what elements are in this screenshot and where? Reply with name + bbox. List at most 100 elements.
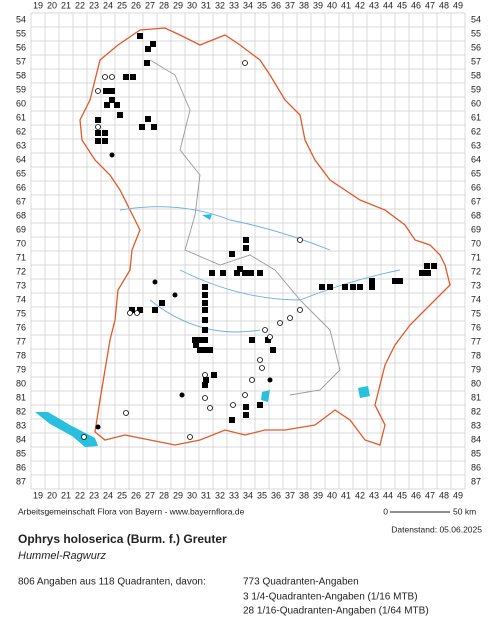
- species: Ophrys holoserica (Burm. f.) Greuter: [18, 532, 227, 546]
- column-label: 31: [201, 0, 211, 10]
- row-label: 65: [16, 168, 26, 178]
- summary: 806 Angaben aus 118 Quadranten, davon:: [18, 577, 206, 588]
- record-open-circle: [257, 357, 263, 363]
- column-label: 28: [159, 0, 169, 10]
- record-square: [139, 124, 145, 130]
- column-label: 39: [313, 490, 323, 500]
- grid: 19 19 20 20 21 21 22 22 23 23 24 24 25 25 26 26 27 27 28 28…: [16, 0, 481, 500]
- record-square: [137, 307, 143, 313]
- record-square: [229, 417, 235, 423]
- state-border: [79, 27, 451, 446]
- record-square: [319, 284, 325, 290]
- column-label: 37: [285, 0, 295, 10]
- row-label: 75: [16, 308, 26, 318]
- column-label: 33: [229, 0, 239, 10]
- column-label: 36: [271, 0, 281, 10]
- row-label: 55: [16, 28, 26, 38]
- row-label: 64: [16, 154, 26, 164]
- record-square: [103, 88, 109, 94]
- column-label: 30: [187, 0, 197, 10]
- record-square: [249, 337, 255, 343]
- row-label: 83: [16, 420, 26, 430]
- column-label: 32: [215, 0, 225, 10]
- row-label: 54: [16, 14, 26, 24]
- record-square: [95, 117, 101, 123]
- column-label: 28: [159, 490, 169, 500]
- breakdown: 3 1/4-Quadranten-Angaben (1/16 MTB): [243, 592, 418, 603]
- row-label: 55: [471, 28, 481, 38]
- column-label: 41: [341, 490, 351, 500]
- column-label: 43: [369, 490, 379, 500]
- row-label: 82: [471, 406, 481, 416]
- record-open-circle: [242, 60, 248, 66]
- record-square: [248, 270, 254, 276]
- row-label: 70: [16, 238, 26, 248]
- row-label: 72: [16, 266, 26, 276]
- column-label: 43: [369, 0, 379, 10]
- row-label: 76: [16, 322, 26, 332]
- column-label: 33: [229, 490, 239, 500]
- row-label: 74: [471, 294, 481, 304]
- record-square: [202, 284, 208, 290]
- record-dot: [179, 392, 185, 398]
- record-square: [229, 251, 235, 257]
- record-square: [202, 347, 208, 353]
- row-label: 67: [16, 196, 26, 206]
- record-square: [102, 130, 108, 136]
- record-square: [243, 404, 249, 410]
- row-label: 66: [471, 182, 481, 192]
- column-label: 21: [61, 490, 71, 500]
- column-label: 25: [117, 0, 127, 10]
- breakdown: 28 1/16-Quadranten-Angaben (1/64 MTB): [243, 606, 429, 617]
- row-label: 59: [471, 84, 481, 94]
- record-square: [197, 337, 203, 343]
- row-label: 69: [471, 224, 481, 234]
- row-label: 80: [471, 378, 481, 388]
- record-open-circle: [259, 365, 265, 371]
- record-open-circle: [267, 334, 273, 340]
- lake: [358, 386, 370, 398]
- record-open-circle: [297, 307, 303, 313]
- record-open-circle: [287, 315, 293, 321]
- record-square: [202, 300, 208, 306]
- record-square: [327, 284, 333, 290]
- column-label: 26: [131, 0, 141, 10]
- column-label: 32: [215, 490, 225, 500]
- record-square: [243, 237, 249, 243]
- column-label: 29: [173, 0, 183, 10]
- column-label: 44: [383, 0, 393, 10]
- record-open-circle: [249, 377, 255, 383]
- record-square: [109, 97, 115, 103]
- row-label: 79: [16, 364, 26, 374]
- column-label: 23: [89, 490, 99, 500]
- row-label: 74: [16, 294, 26, 304]
- record-dot: [95, 424, 101, 430]
- column-label: 48: [439, 0, 449, 10]
- row-label: 67: [471, 196, 481, 206]
- record-square: [197, 347, 203, 353]
- record-open-circle: [102, 74, 108, 80]
- record-open-circle: [95, 124, 101, 130]
- column-label: 22: [75, 490, 85, 500]
- record-square: [369, 284, 375, 290]
- row-label: 71: [16, 252, 26, 262]
- record-square: [203, 377, 209, 383]
- record-square: [130, 74, 136, 80]
- row-label: 75: [471, 308, 481, 318]
- row-label: 63: [16, 140, 26, 150]
- row-label: 60: [16, 98, 26, 108]
- record-square: [129, 307, 135, 313]
- column-label: 27: [145, 0, 155, 10]
- date: Datenstand: 05.06.2025: [391, 524, 482, 534]
- row-label: 84: [16, 434, 26, 444]
- record-open-circle: [123, 410, 129, 416]
- record-dot: [172, 292, 178, 298]
- column-label: 24: [103, 490, 113, 500]
- column-label: 47: [425, 490, 435, 500]
- column-label: 42: [355, 490, 365, 500]
- record-square: [209, 270, 215, 276]
- record-open-circle: [277, 320, 283, 326]
- column-label: 21: [61, 0, 71, 10]
- column-label: 45: [397, 0, 407, 10]
